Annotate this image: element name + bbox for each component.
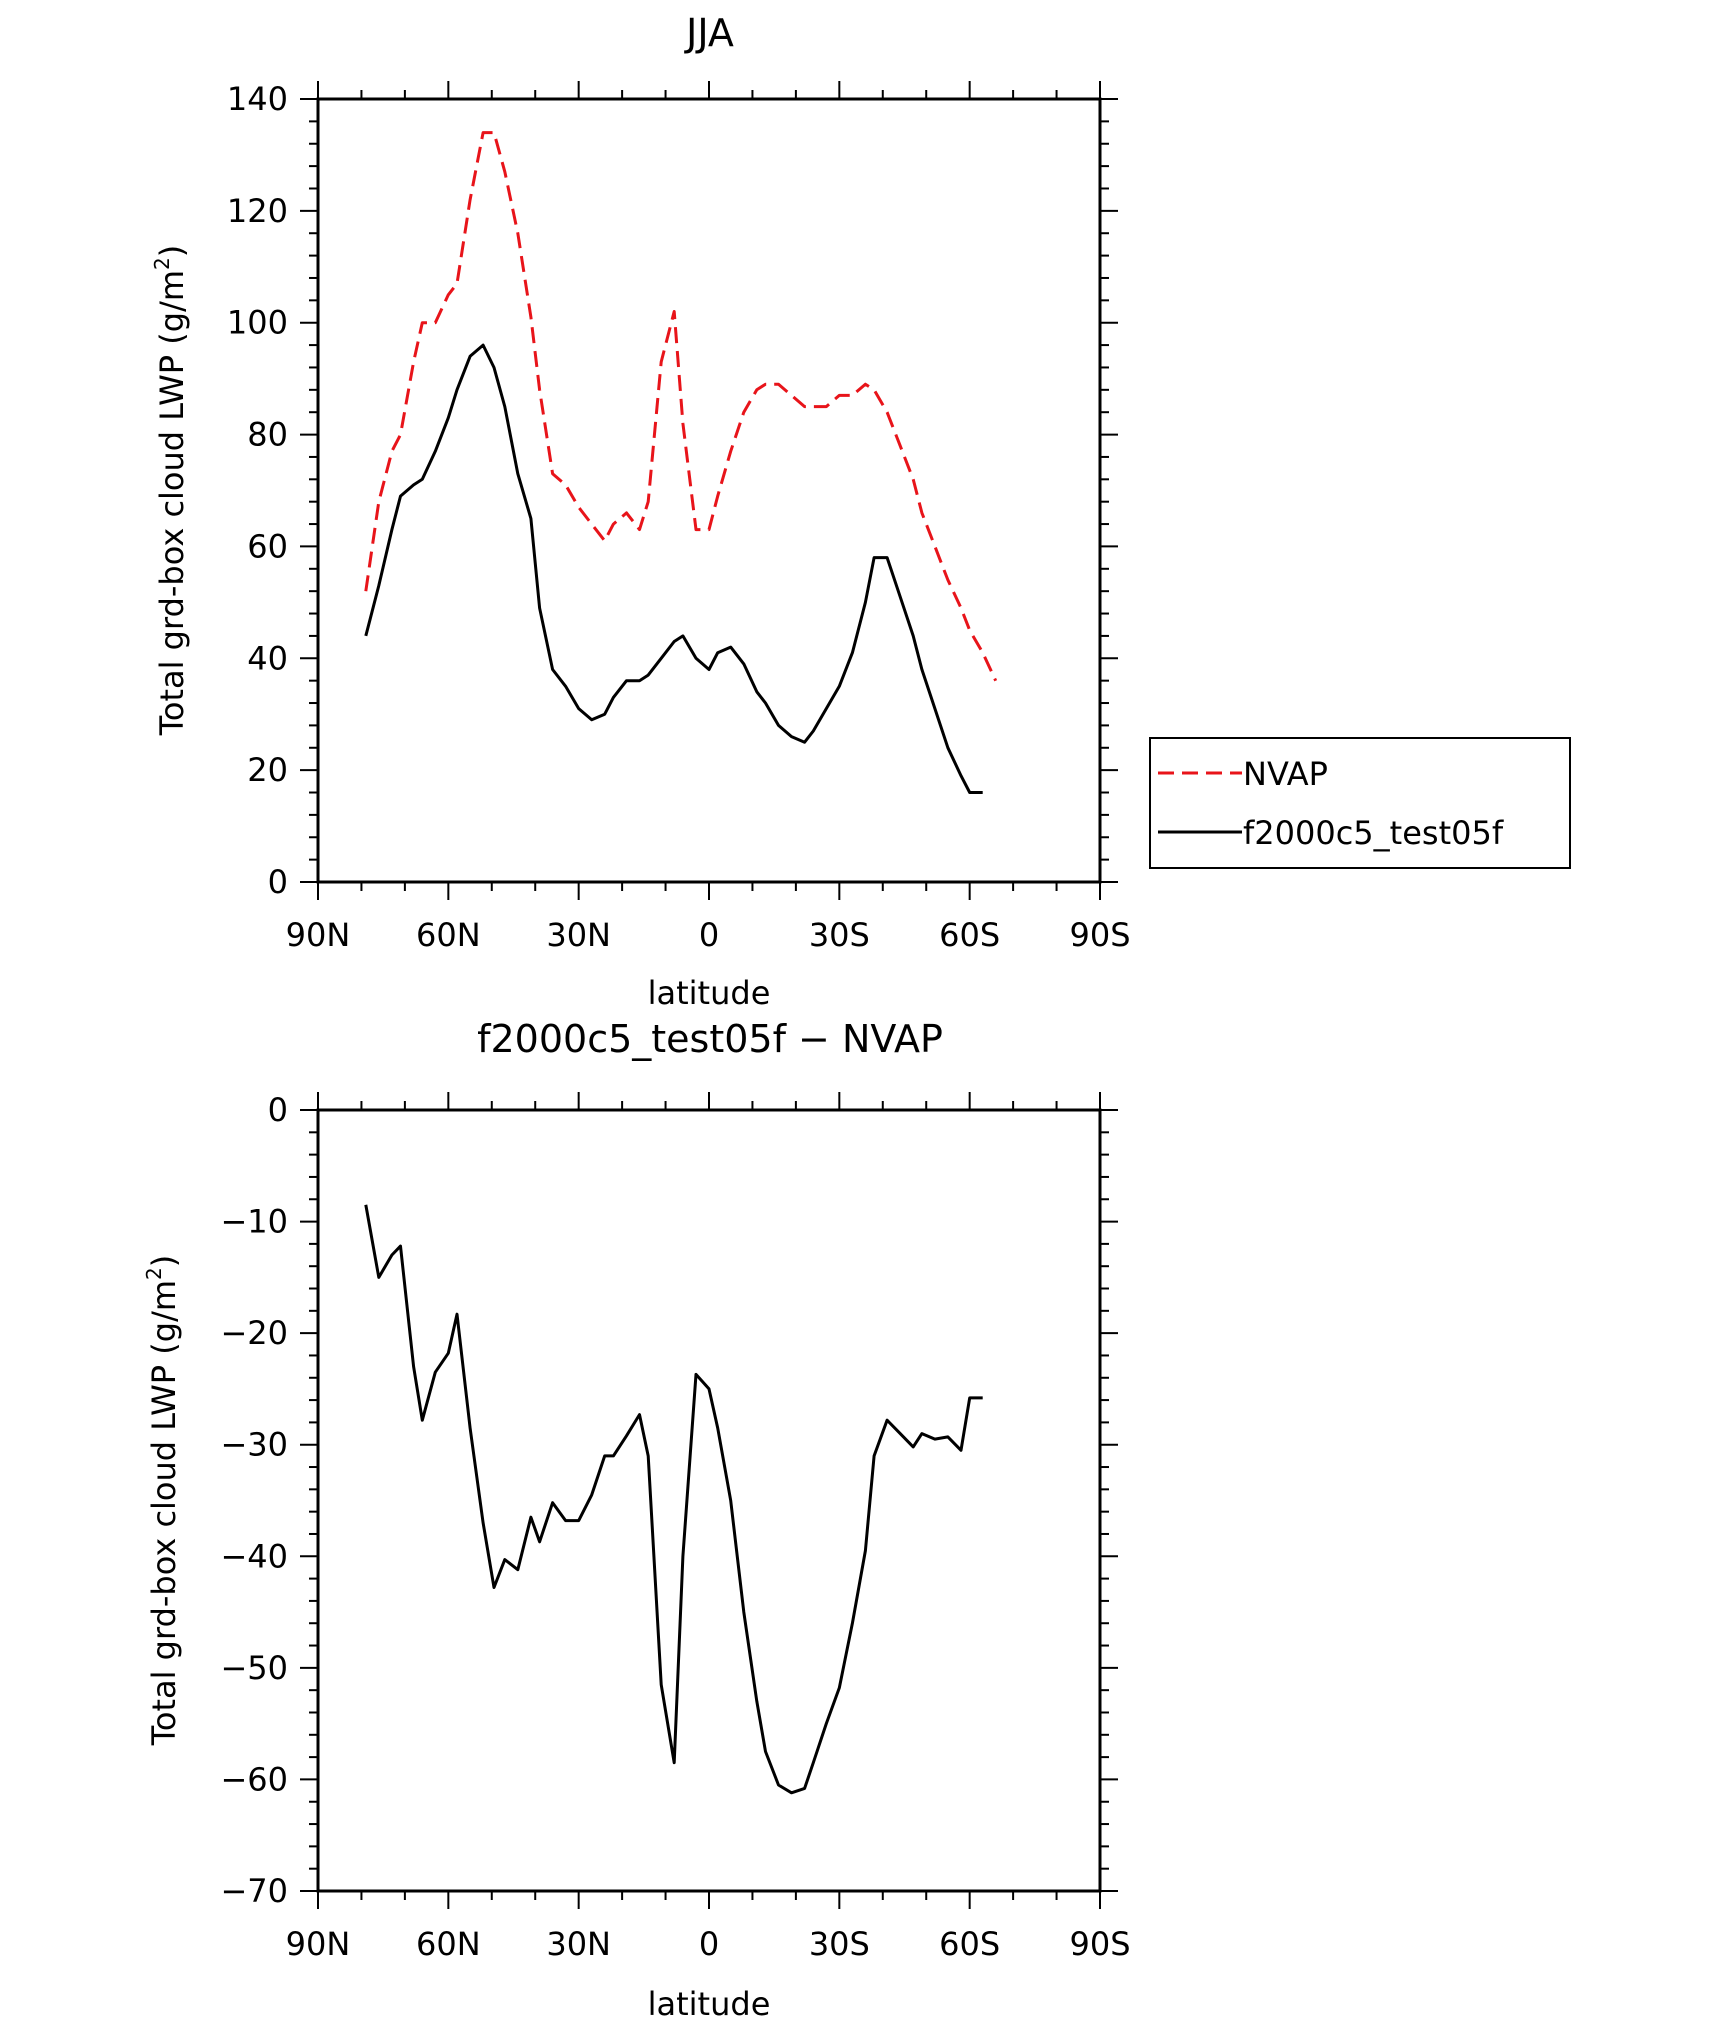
series-line-nvap — [364, 131, 998, 682]
y-tick-label: 120 — [227, 192, 288, 230]
legend-label-model: f2000c5_test05f — [1243, 814, 1504, 852]
y-axis-label-end: ) — [153, 245, 191, 257]
legend-label-nvap: NVAP — [1243, 755, 1328, 793]
plot-frame — [316, 1108, 1102, 1893]
y-tick-labels: 0 −10 −20 −30 −40 −50 −60 −70 — [220, 1091, 288, 1910]
x-tick-label: 60N — [416, 1925, 481, 1963]
series-group — [364, 131, 998, 794]
x-tick-label: 0 — [699, 916, 719, 954]
y-tick-label: −70 — [220, 1872, 288, 1910]
x-tick-label: 30S — [809, 916, 870, 954]
x-axis-label: latitude — [648, 1985, 771, 2021]
y-tick-label: 100 — [227, 304, 288, 342]
x-tick-label: 90N — [286, 1925, 351, 1963]
panel-bottom: f2000c5_test05f − NVAP 0 −10 −20 −30 −40 −50 −… — [142, 1017, 1131, 2021]
x-tick-label: 30N — [546, 1925, 611, 1963]
y-tick-label: −40 — [220, 1537, 288, 1575]
x-tick-label: 60N — [416, 916, 481, 954]
x-tick-labels: 90N 60N 30N 0 30S 60S 90S — [286, 916, 1131, 954]
y-tick-label: −10 — [220, 1203, 288, 1241]
y-tick-label: −60 — [220, 1760, 288, 1798]
y-axis-label: Total grd-box cloud LWP (g/m2) — [150, 245, 191, 736]
x-tick-label: 30N — [546, 916, 611, 954]
y-tick-label: 140 — [227, 80, 288, 118]
series-group — [364, 1204, 983, 1795]
y-axis-label-superscript: 2 — [142, 1267, 166, 1280]
y-tick-label: 20 — [247, 751, 288, 789]
y-tick-label: −50 — [220, 1649, 288, 1687]
y-tick-label: 0 — [268, 863, 288, 901]
y-tick-label: −30 — [220, 1426, 288, 1464]
x-tick-label: 60S — [939, 916, 1000, 954]
legend: NVAP f2000c5_test05f — [1149, 737, 1571, 869]
y-axis-label-text: Total grd-box cloud LWP (g/m — [145, 1280, 183, 1746]
y-axis-label-superscript: 2 — [150, 257, 174, 270]
plot-frame — [316, 97, 1102, 884]
series-line-f2000c5-test05f-nvap — [364, 1204, 983, 1795]
x-tick-label: 0 — [699, 1925, 719, 1963]
y-axis-label-text: Total grd-box cloud LWP (g/m — [153, 270, 191, 736]
y-tick-label: 80 — [247, 416, 288, 454]
chart-title: f2000c5_test05f − NVAP — [477, 1017, 943, 1061]
x-tick-labels: 90N 60N 30N 0 30S 60S 90S — [286, 1925, 1131, 1963]
y-tick-labels: 0 20 40 60 80 100 120 140 — [227, 80, 288, 901]
x-tick-label: 90N — [286, 916, 351, 954]
x-tick-label: 90S — [1069, 916, 1130, 954]
y-tick-label: 0 — [268, 1091, 288, 1129]
x-tick-label: 90S — [1069, 1925, 1130, 1963]
tick-marks — [300, 1092, 1118, 1909]
legend-frame — [1149, 737, 1571, 869]
y-tick-label: −20 — [220, 1314, 288, 1352]
y-axis-label: Total grd-box cloud LWP (g/m2) — [142, 1255, 183, 1746]
tick-marks — [300, 81, 1118, 900]
chart-title: JJA — [684, 11, 734, 55]
series-line-f2000c5-test05f — [364, 343, 983, 794]
y-tick-label: 40 — [247, 639, 288, 677]
x-axis-label: latitude — [648, 974, 771, 1012]
y-axis-label-end: ) — [145, 1255, 183, 1267]
x-tick-label: 30S — [809, 1925, 870, 1963]
y-tick-label: 60 — [247, 527, 288, 565]
x-tick-label: 60S — [939, 1925, 1000, 1963]
